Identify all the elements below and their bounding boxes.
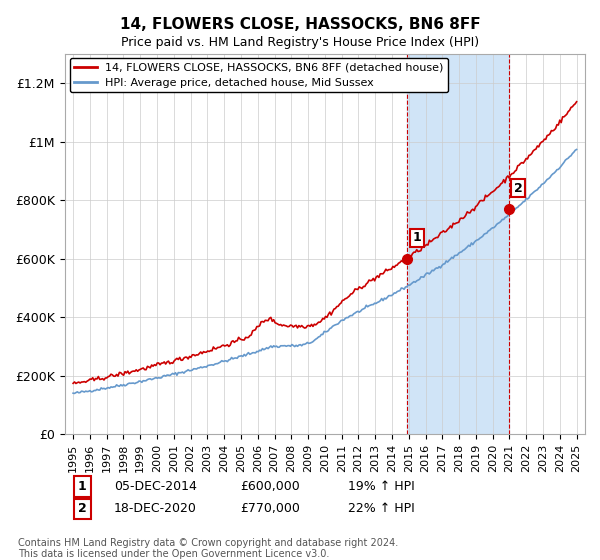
Text: £770,000: £770,000 (240, 502, 300, 515)
Text: Price paid vs. HM Land Registry's House Price Index (HPI): Price paid vs. HM Land Registry's House … (121, 36, 479, 49)
Text: Contains HM Land Registry data © Crown copyright and database right 2024.
This d: Contains HM Land Registry data © Crown c… (18, 538, 398, 559)
Text: 18-DEC-2020: 18-DEC-2020 (114, 502, 197, 515)
Text: 14, FLOWERS CLOSE, HASSOCKS, BN6 8FF: 14, FLOWERS CLOSE, HASSOCKS, BN6 8FF (119, 17, 481, 32)
Bar (407, 54, 509, 434)
Text: 2: 2 (514, 181, 523, 194)
Text: 22% ↑ HPI: 22% ↑ HPI (348, 502, 415, 515)
Legend: 14, FLOWERS CLOSE, HASSOCKS, BN6 8FF (detached house), HPI: Average price, detac: 14, FLOWERS CLOSE, HASSOCKS, BN6 8FF (de… (70, 58, 448, 92)
Text: 19% ↑ HPI: 19% ↑ HPI (348, 480, 415, 493)
Text: 1: 1 (412, 231, 421, 244)
Text: 05-DEC-2014: 05-DEC-2014 (114, 480, 197, 493)
Text: 1: 1 (78, 480, 87, 493)
Text: 2: 2 (78, 502, 87, 515)
Text: £600,000: £600,000 (240, 480, 300, 493)
